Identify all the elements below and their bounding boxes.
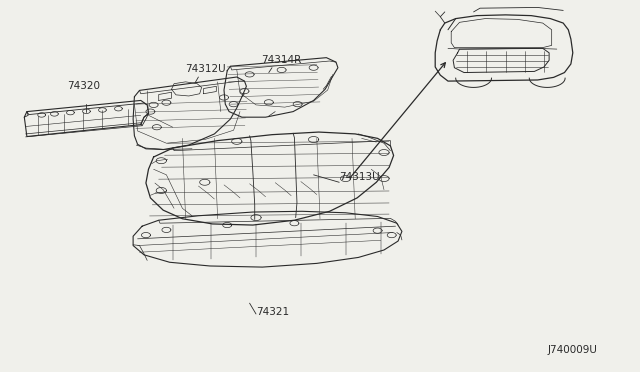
- Text: 74313U: 74313U: [339, 172, 380, 182]
- Text: 74320: 74320: [67, 81, 100, 91]
- Text: 74314R: 74314R: [261, 55, 301, 65]
- Text: J740009U: J740009U: [547, 345, 597, 355]
- Text: 74321: 74321: [256, 307, 289, 317]
- Text: 74312U: 74312U: [186, 64, 226, 74]
